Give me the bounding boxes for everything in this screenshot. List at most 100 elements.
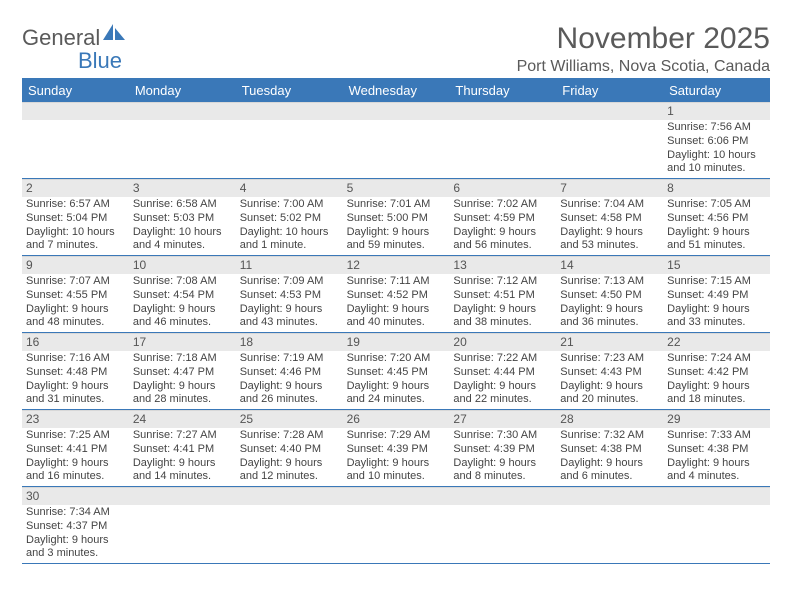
day-cell — [449, 487, 556, 563]
day-cell: 10Sunrise: 7:08 AMSunset: 4:54 PMDayligh… — [129, 256, 236, 332]
daylight-text: and 59 minutes. — [347, 239, 446, 253]
day-details: Sunrise: 7:27 AMSunset: 4:41 PMDaylight:… — [129, 428, 236, 486]
weekday-header: Friday — [556, 80, 663, 102]
day-cell: 14Sunrise: 7:13 AMSunset: 4:50 PMDayligh… — [556, 256, 663, 332]
daylight-text: Daylight: 10 hours — [133, 226, 232, 240]
daylight-text: Daylight: 9 hours — [240, 457, 339, 471]
day-details: Sunrise: 7:23 AMSunset: 4:43 PMDaylight:… — [556, 351, 663, 409]
sunset-text: Sunset: 4:46 PM — [240, 366, 339, 380]
day-number — [556, 487, 663, 505]
day-details: Sunrise: 7:29 AMSunset: 4:39 PMDaylight:… — [343, 428, 450, 486]
sunset-text: Sunset: 4:50 PM — [560, 289, 659, 303]
daylight-text: Daylight: 10 hours — [667, 149, 766, 163]
day-number — [236, 487, 343, 505]
day-cell — [236, 487, 343, 563]
sunset-text: Sunset: 4:40 PM — [240, 443, 339, 457]
day-details: Sunrise: 7:13 AMSunset: 4:50 PMDaylight:… — [556, 274, 663, 332]
day-cell — [449, 102, 556, 178]
daylight-text: and 53 minutes. — [560, 239, 659, 253]
day-number: 13 — [449, 256, 556, 274]
sunrise-text: Sunrise: 6:58 AM — [133, 198, 232, 212]
sunset-text: Sunset: 5:00 PM — [347, 212, 446, 226]
sunrise-text: Sunrise: 7:30 AM — [453, 429, 552, 443]
day-details — [22, 120, 129, 170]
day-details: Sunrise: 7:08 AMSunset: 4:54 PMDaylight:… — [129, 274, 236, 332]
day-details: Sunrise: 7:02 AMSunset: 4:59 PMDaylight:… — [449, 197, 556, 255]
day-number: 10 — [129, 256, 236, 274]
day-details: Sunrise: 7:34 AMSunset: 4:37 PMDaylight:… — [22, 505, 129, 563]
daylight-text: Daylight: 9 hours — [667, 226, 766, 240]
day-details: Sunrise: 7:00 AMSunset: 5:02 PMDaylight:… — [236, 197, 343, 255]
day-cell: 12Sunrise: 7:11 AMSunset: 4:52 PMDayligh… — [343, 256, 450, 332]
day-number: 19 — [343, 333, 450, 351]
daylight-text: and 28 minutes. — [133, 393, 232, 407]
daylight-text: and 10 minutes. — [667, 162, 766, 176]
logo-text-blue: Blue — [78, 50, 122, 72]
day-number: 9 — [22, 256, 129, 274]
sunrise-text: Sunrise: 7:12 AM — [453, 275, 552, 289]
weekday-header: Tuesday — [236, 80, 343, 102]
day-details: Sunrise: 7:01 AMSunset: 5:00 PMDaylight:… — [343, 197, 450, 255]
daylight-text: and 1 minute. — [240, 239, 339, 253]
sunrise-text: Sunrise: 7:33 AM — [667, 429, 766, 443]
day-number: 16 — [22, 333, 129, 351]
daylight-text: and 16 minutes. — [26, 470, 125, 484]
sunrise-text: Sunrise: 7:04 AM — [560, 198, 659, 212]
sunset-text: Sunset: 4:48 PM — [26, 366, 125, 380]
sunrise-text: Sunrise: 7:25 AM — [26, 429, 125, 443]
day-details — [236, 505, 343, 555]
day-details — [556, 120, 663, 170]
day-number: 21 — [556, 333, 663, 351]
daylight-text: and 33 minutes. — [667, 316, 766, 330]
daylight-text: Daylight: 9 hours — [347, 457, 446, 471]
daylight-text: and 7 minutes. — [26, 239, 125, 253]
day-number: 6 — [449, 179, 556, 197]
sunset-text: Sunset: 4:47 PM — [133, 366, 232, 380]
day-number: 27 — [449, 410, 556, 428]
sunset-text: Sunset: 4:42 PM — [667, 366, 766, 380]
day-number: 30 — [22, 487, 129, 505]
daylight-text: Daylight: 9 hours — [453, 457, 552, 471]
calendar-title: November 2025 — [517, 22, 770, 56]
daylight-text: and 20 minutes. — [560, 393, 659, 407]
daylight-text: and 40 minutes. — [347, 316, 446, 330]
day-number: 26 — [343, 410, 450, 428]
day-details — [449, 120, 556, 170]
daylight-text: Daylight: 9 hours — [560, 457, 659, 471]
sunset-text: Sunset: 4:49 PM — [667, 289, 766, 303]
sunset-text: Sunset: 4:58 PM — [560, 212, 659, 226]
daylight-text: Daylight: 9 hours — [240, 303, 339, 317]
daylight-text: and 38 minutes. — [453, 316, 552, 330]
day-details: Sunrise: 7:33 AMSunset: 4:38 PMDaylight:… — [663, 428, 770, 486]
day-cell: 19Sunrise: 7:20 AMSunset: 4:45 PMDayligh… — [343, 333, 450, 409]
day-number — [343, 102, 450, 120]
day-cell: 9Sunrise: 7:07 AMSunset: 4:55 PMDaylight… — [22, 256, 129, 332]
day-cell: 18Sunrise: 7:19 AMSunset: 4:46 PMDayligh… — [236, 333, 343, 409]
sunrise-text: Sunrise: 7:13 AM — [560, 275, 659, 289]
sunrise-text: Sunrise: 7:11 AM — [347, 275, 446, 289]
daylight-text: and 48 minutes. — [26, 316, 125, 330]
sunset-text: Sunset: 4:38 PM — [667, 443, 766, 457]
day-cell: 27Sunrise: 7:30 AMSunset: 4:39 PMDayligh… — [449, 410, 556, 486]
day-details: Sunrise: 7:24 AMSunset: 4:42 PMDaylight:… — [663, 351, 770, 409]
day-details — [236, 120, 343, 170]
daylight-text: Daylight: 9 hours — [453, 226, 552, 240]
day-cell: 3Sunrise: 6:58 AMSunset: 5:03 PMDaylight… — [129, 179, 236, 255]
day-number: 8 — [663, 179, 770, 197]
day-details: Sunrise: 7:25 AMSunset: 4:41 PMDaylight:… — [22, 428, 129, 486]
sunset-text: Sunset: 4:43 PM — [560, 366, 659, 380]
daylight-text: and 26 minutes. — [240, 393, 339, 407]
day-number: 1 — [663, 102, 770, 120]
sunrise-text: Sunrise: 7:18 AM — [133, 352, 232, 366]
sunset-text: Sunset: 4:44 PM — [453, 366, 552, 380]
day-number: 18 — [236, 333, 343, 351]
daylight-text: Daylight: 9 hours — [667, 380, 766, 394]
daylight-text: Daylight: 9 hours — [667, 303, 766, 317]
day-cell: 7Sunrise: 7:04 AMSunset: 4:58 PMDaylight… — [556, 179, 663, 255]
day-details: Sunrise: 7:07 AMSunset: 4:55 PMDaylight:… — [22, 274, 129, 332]
calendar-location: Port Williams, Nova Scotia, Canada — [517, 58, 770, 76]
day-number: 22 — [663, 333, 770, 351]
day-details: Sunrise: 7:18 AMSunset: 4:47 PMDaylight:… — [129, 351, 236, 409]
day-cell: 17Sunrise: 7:18 AMSunset: 4:47 PMDayligh… — [129, 333, 236, 409]
sunset-text: Sunset: 4:56 PM — [667, 212, 766, 226]
